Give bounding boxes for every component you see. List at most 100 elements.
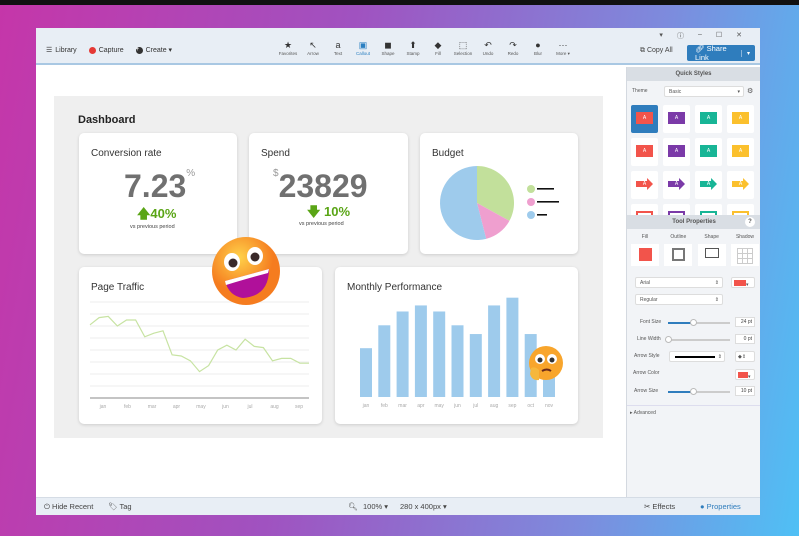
weight-select[interactable]: Regular ⇕ xyxy=(635,294,723,305)
quick-style-swatch[interactable]: A xyxy=(663,171,690,199)
x-tick-label: feb xyxy=(381,403,388,409)
card-title: Conversion rate xyxy=(91,148,162,159)
bar-sep xyxy=(506,297,519,397)
style-preview: A xyxy=(636,211,653,215)
tool-label: Undo xyxy=(482,51,494,56)
info-icon[interactable]: ⓘ xyxy=(676,33,684,40)
quick-style-swatch[interactable]: A xyxy=(695,138,722,166)
quick-style-swatch[interactable]: A xyxy=(631,138,658,166)
tool-fill[interactable]: ◆ Fill xyxy=(426,40,450,57)
fill-style[interactable]: Fill xyxy=(631,234,659,266)
traffic-card: Page Traffic jan feb mar apr may jun jul aug sep xyxy=(79,267,322,424)
tool-shape[interactable]: ◼ Shape xyxy=(376,40,400,57)
tool-properties-header: Tool Properties? xyxy=(627,215,760,229)
quick-style-swatch[interactable]: A xyxy=(631,204,658,215)
quick-style-swatch[interactable]: A xyxy=(663,138,690,166)
quick-style-swatch[interactable]: A xyxy=(695,204,722,215)
tool-arrow[interactable]: ↖ Arrow xyxy=(301,40,325,57)
arrow-color-picker[interactable]: ▾ xyxy=(735,369,755,380)
outline-style[interactable]: Outline xyxy=(664,234,693,266)
hide-recent-button[interactable]: ⏻ Hide Recent xyxy=(44,502,93,512)
theme-select[interactable]: Basic ▾ xyxy=(664,86,744,97)
grinning-emoji-sticker[interactable] xyxy=(211,236,281,306)
tag-button[interactable]: 🏷︎ Tag xyxy=(108,502,132,511)
quick-style-swatch[interactable]: A xyxy=(727,138,754,166)
dropdown-icon[interactable]: ▾ xyxy=(659,32,663,39)
capture-button[interactable]: Capture xyxy=(88,46,124,54)
dimensions-select[interactable]: 280 x 400px ▾ xyxy=(400,502,447,511)
shadow-style[interactable]: Shadow xyxy=(730,234,759,266)
quick-styles-scroll[interactable]: A A A A A A A A A A A A A A A A xyxy=(631,105,759,215)
tool-blur[interactable]: ● Blur xyxy=(526,40,550,57)
slider-thumb[interactable] xyxy=(665,336,672,343)
tool-text[interactable]: a Text xyxy=(326,40,350,57)
close-button[interactable]: ✕ xyxy=(736,32,742,39)
thinking-emoji-sticker[interactable] xyxy=(525,344,565,384)
x-tick-label: jun xyxy=(221,404,229,410)
pie-slice xyxy=(440,166,487,240)
tool-more[interactable]: ··· More ▾ xyxy=(551,40,575,57)
copy-all-button[interactable]: ⧉ Copy All xyxy=(640,47,673,54)
properties-button[interactable]: ● Properties xyxy=(700,502,741,511)
divider xyxy=(627,405,760,406)
line-width-slider[interactable] xyxy=(665,336,730,343)
font-size-slider[interactable] xyxy=(668,319,730,326)
arrow-size-value[interactable]: 10 pt xyxy=(735,386,755,396)
tool-label: Blur xyxy=(533,51,542,56)
slider-thumb[interactable] xyxy=(689,388,697,395)
tool-undo[interactable]: ↶ Undo xyxy=(476,40,500,57)
canvas[interactable]: Dashboard Conversion rate 7.23% 🡅40% vs … xyxy=(36,67,626,497)
tool-favorites[interactable]: ★ Favorites xyxy=(276,40,300,57)
text-color-picker[interactable]: ▾ xyxy=(731,277,755,288)
gear-icon[interactable]: ⚙ xyxy=(747,88,754,95)
quick-style-swatch[interactable]: A xyxy=(631,171,658,199)
label: Effects xyxy=(652,502,676,511)
tool-label: Shape xyxy=(381,51,395,56)
delta-text: 40% xyxy=(150,206,177,221)
font-size-value[interactable]: 24 pt xyxy=(735,317,755,327)
column-label: Shadow xyxy=(735,234,755,240)
share-dropdown[interactable]: ▾ xyxy=(741,49,755,57)
font-select[interactable]: Arial ⇕ xyxy=(635,277,723,288)
slider-thumb[interactable] xyxy=(689,319,697,326)
tool-callout[interactable]: ▣ Callout xyxy=(351,40,375,57)
updown-icon: ⇕ xyxy=(714,297,719,303)
arrow-head-select[interactable]: ◆⇕ xyxy=(735,351,755,362)
quick-style-swatch[interactable]: A xyxy=(727,204,754,215)
effects-button[interactable]: ✂ Effects xyxy=(644,502,675,511)
quick-style-swatch[interactable]: A xyxy=(727,105,754,133)
arrow-size-slider[interactable] xyxy=(668,388,730,395)
tool-redo[interactable]: ↷ Redo xyxy=(501,40,525,57)
quick-style-swatch[interactable]: A xyxy=(695,105,722,133)
caret-right-icon: ▸ xyxy=(630,410,634,416)
quick-style-swatch[interactable]: A xyxy=(695,171,722,199)
bar-jul xyxy=(469,334,482,397)
create-button[interactable]: + Create ▾ xyxy=(135,46,173,54)
arrow-style-select[interactable]: ⇕ xyxy=(669,351,725,362)
zoom-select[interactable]: 100% ▾ xyxy=(363,502,389,511)
font-size-label: Font Size xyxy=(640,319,662,325)
shape-style[interactable]: Shape xyxy=(697,234,726,266)
x-tick-label: may xyxy=(434,403,444,409)
library-button[interactable]: ☰ Library xyxy=(46,46,77,55)
tool-group: ★ Favorites ↖ Arrow a Text ▣ Callout ◼ Shape ⬆ Stam… xyxy=(276,40,575,57)
share-link-button[interactable]: 🔗︎ Share Link ▾ xyxy=(687,44,755,62)
style-preview: A xyxy=(668,112,685,124)
quick-style-swatch[interactable]: A xyxy=(631,105,658,133)
help-icon[interactable]: ? xyxy=(745,217,755,227)
weight-value: Regular xyxy=(640,297,658,303)
quick-style-swatch[interactable]: A xyxy=(663,204,690,215)
tool-stamp[interactable]: ⬆ Stamp xyxy=(401,40,425,57)
quick-style-swatch[interactable]: A xyxy=(663,105,690,133)
quick-style-swatch[interactable]: A xyxy=(727,171,754,199)
top-strip xyxy=(0,0,799,5)
advanced-toggle[interactable]: ▸ Advanced xyxy=(630,410,656,416)
maximize-button[interactable]: ☐ xyxy=(715,32,723,39)
chevron-down-icon: ▾ xyxy=(737,89,740,95)
x-tick-label: feb xyxy=(124,404,131,410)
card-title: Page Traffic xyxy=(91,282,145,293)
tool-selection[interactable]: ⬚ Selection xyxy=(451,40,475,57)
line-width-value[interactable]: 0 pt xyxy=(735,334,755,344)
x-tick-label: jan xyxy=(362,403,370,409)
minimize-button[interactable]: – xyxy=(697,31,702,38)
